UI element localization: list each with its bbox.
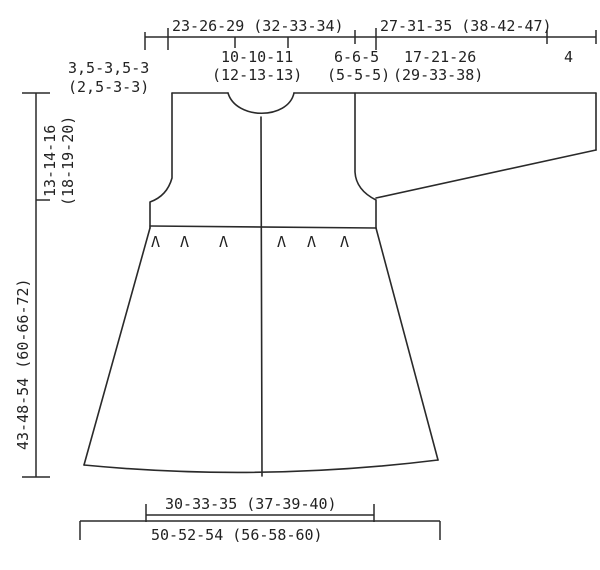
top-dimension-line [144,28,597,50]
hem-width-label: 50-52-54 (56-58-60) [151,526,323,544]
dart-mark: Λ [340,233,349,251]
armhole-depth-large-label: (18-19-20) [59,116,77,206]
left-dimension-lines [22,92,50,478]
neck-width-label: 10-10-11 [221,48,293,66]
dart-mark: Λ [277,233,286,251]
dart-marks: Λ Λ Λ Λ Λ Λ [151,233,349,251]
sleeve-length-label: 27-31-35 (38-42-47) [380,17,552,35]
sleeve-top-label: 17-21-26 [404,48,476,66]
shoulder-width-label: 6-6-5 [334,48,379,66]
dart-mark: Λ [151,233,160,251]
cuff-label: 4 [564,48,573,66]
total-length-label: 43-48-54 (60-66-72) [14,278,32,450]
chest-width-label: 30-33-35 (37-39-40) [165,495,337,513]
shoulder-width-large-label: (5-5-5) [327,66,390,84]
shoulder-slope-label: 3,5-3,5-3 [68,59,149,77]
neck-width-large-label: (12-13-13) [212,66,302,84]
dart-mark: Λ [307,233,316,251]
bottom-dimension-lines [79,504,441,540]
top-body-width-label: 23-26-29 (32-33-34) [172,17,344,35]
sleeve-top-large-label: (29-33-38) [393,66,483,84]
armhole-depth-label: 13-14-16 [41,125,59,197]
dart-mark: Λ [180,233,189,251]
shoulder-slope-large-label: (2,5-3-3) [68,78,149,96]
dart-mark: Λ [219,233,228,251]
garment-outline [83,92,597,477]
